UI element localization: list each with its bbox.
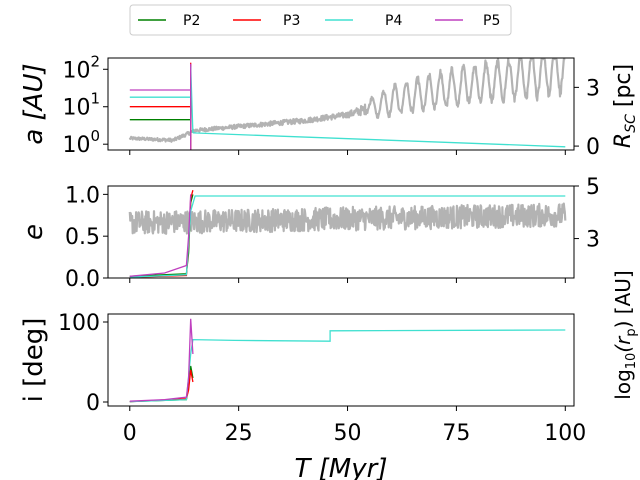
legend-label-p4: P4 — [385, 13, 402, 29]
p1-right-ylabel-pre: log — [611, 369, 635, 400]
p0-ytick-label-2: 102 — [62, 52, 100, 83]
p2-series-p3-seg0 — [129, 369, 194, 403]
panel-semi-major-axis: 100 101 102 0 3 a [AU] RSC [pc] — [19, 52, 639, 160]
p2-ytick-label-0: 0 — [86, 391, 100, 416]
p0-right-ylabel: RSC [pc] — [611, 64, 639, 148]
p0-ytick-label-1: 101 — [62, 90, 100, 121]
p1-ytick-label-0: 0.0 — [65, 267, 100, 292]
p2-ticks: 0 100 — [58, 311, 566, 416]
p0-ylabel-text: a [AU] — [19, 63, 49, 144]
p1-rtick-label-0: 3 — [586, 228, 600, 253]
p1-right-ylabel-arg-sub: p — [624, 328, 639, 336]
p0-rtick-label-0: 0 — [586, 135, 600, 160]
p1-series-p4-seg0 — [129, 195, 566, 278]
p0-right-ylabel-unit: [pc] — [611, 64, 636, 114]
legend-box — [129, 4, 512, 36]
x-axis: 0 25 50 75 100 — [123, 421, 587, 446]
x-tick-label-1: 25 — [225, 421, 253, 446]
x-tick-label-2: 50 — [334, 421, 362, 446]
legend-label-p3: P3 — [283, 13, 300, 29]
p1-frame — [107, 185, 575, 279]
legend-label-p2: P2 — [183, 13, 200, 29]
x-axis-label: T [Myr] — [295, 454, 388, 480]
p2-series-p2-seg0 — [129, 365, 194, 403]
p0-ytick-label-0: 100 — [62, 127, 100, 158]
p1-series-group — [129, 190, 566, 278]
panel-eccentricity: 0.0 0.5 1.0 3 5 e log10(rp) [AU] — [19, 175, 639, 400]
legend-label-p5: P5 — [483, 13, 500, 29]
p0-rtick-label-1: 3 — [586, 76, 600, 101]
p1-ytick-label-1: 0.5 — [65, 225, 100, 250]
p2-ytick-label-1: 100 — [58, 311, 100, 336]
p2-frame — [107, 313, 575, 407]
p1-series-p3-seg0 — [129, 190, 194, 278]
p0-right-ylabel-sub: SC — [623, 114, 639, 133]
p1-ticks: 0.0 0.5 1.0 3 5 — [65, 175, 600, 292]
x-tick-label-0: 0 — [123, 421, 137, 446]
x-tick-label-3: 75 — [442, 421, 470, 446]
p0-series-group — [129, 62, 566, 150]
p0-right-ylabel-main: R — [611, 133, 636, 148]
p0-ylabel: a [AU] — [19, 63, 49, 144]
p2-ylabel: i [deg] — [19, 318, 49, 403]
p1-right-ylabel-arg: (r — [611, 335, 635, 353]
p1-ytick-label-2: 1.0 — [65, 183, 100, 208]
p1-right-ylabel-base: 10 — [624, 353, 639, 370]
p1-series-p5-seg0 — [129, 194, 192, 277]
p1-background-line — [128, 202, 567, 235]
p0-frame — [107, 57, 575, 151]
p1-rtick-label-1: 5 — [586, 175, 600, 200]
p2-series-p5-seg0 — [129, 318, 194, 402]
p0-background-trace — [128, 57, 566, 143]
p0-series-p4-seg2 — [192, 132, 566, 148]
p1-ylabel: e — [19, 224, 49, 240]
p2-series-p4-seg0 — [129, 329, 566, 403]
p1-background-trace — [128, 202, 567, 235]
p0-ticks: 100 101 102 0 3 — [62, 52, 600, 160]
legend: P2 P3 P4 P5 — [129, 4, 512, 36]
p0-background-line — [128, 57, 566, 143]
p2-series-group — [129, 318, 566, 403]
p1-series-p2-seg0 — [129, 194, 194, 277]
x-tick-label-4: 100 — [544, 421, 586, 446]
p1-right-ylabel: log10(rp) [AU] — [611, 270, 639, 399]
panel-inclination: 0 100 i [deg] — [19, 311, 575, 416]
p1-right-ylabel-unit: ) [AU] — [611, 270, 635, 328]
